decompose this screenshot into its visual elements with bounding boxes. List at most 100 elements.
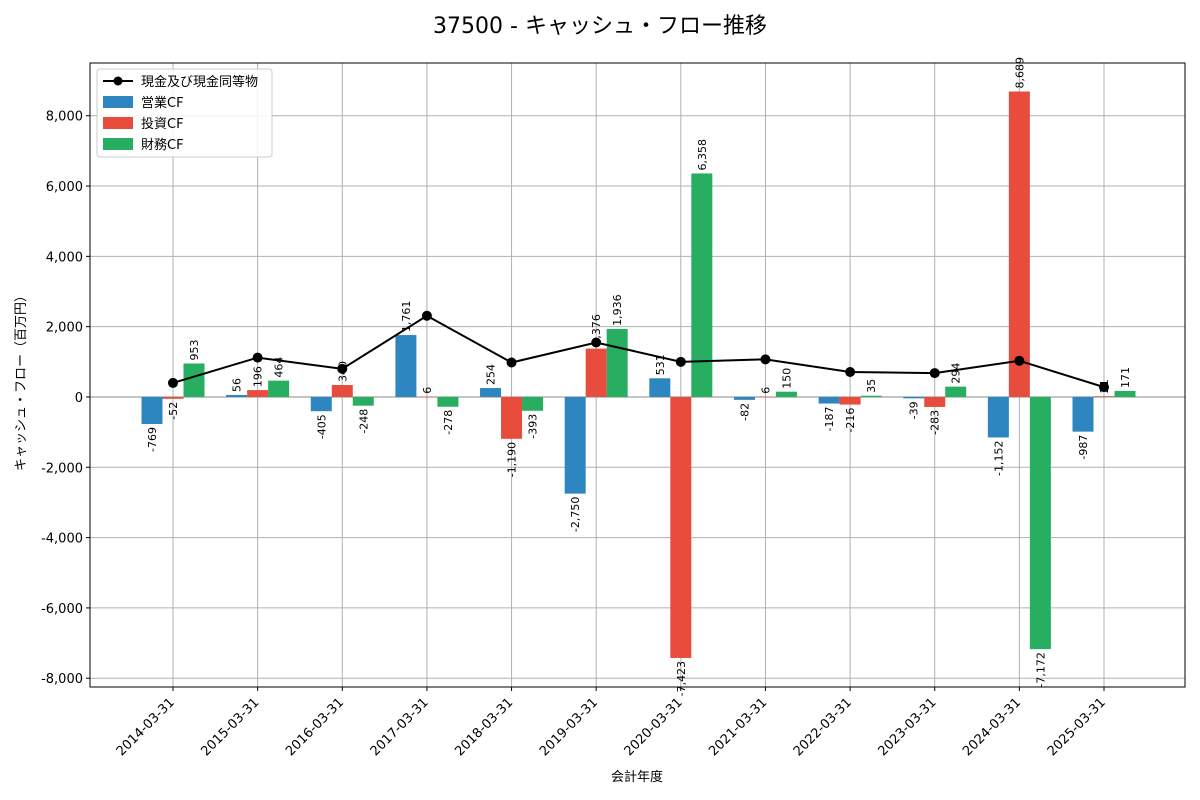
x-axis-label: 会計年度 xyxy=(611,769,663,785)
bar-財務CF xyxy=(1029,396,1051,650)
bar-営業CF xyxy=(480,388,502,397)
cash-point xyxy=(675,356,686,367)
bar-営業CF xyxy=(733,396,755,400)
y-tick-label: -6,000 xyxy=(41,602,83,617)
bar-投資CF xyxy=(416,396,438,398)
cash-point xyxy=(506,357,517,368)
bar-data-label: 1,936 xyxy=(611,294,624,326)
bar-財務CF xyxy=(860,395,882,397)
bar-data-label: 150 xyxy=(780,368,793,389)
bar-data-label: 6,358 xyxy=(696,139,709,171)
legend-label: 営業CF xyxy=(141,95,184,111)
bar-data-label: -7,423 xyxy=(675,661,688,696)
bar-財務CF xyxy=(268,380,290,397)
bar-data-label: -405 xyxy=(315,414,328,439)
bar-財務CF xyxy=(352,396,374,406)
bar-data-label: 6 xyxy=(759,387,772,394)
legend-swatch xyxy=(103,117,133,129)
bar-data-label: 294 xyxy=(950,363,963,384)
bar-営業CF xyxy=(310,396,332,412)
bar-data-label: -248 xyxy=(357,409,370,434)
legend-label: 投資CF xyxy=(141,116,184,132)
bar-財務CF xyxy=(183,363,205,397)
bar-営業CF xyxy=(226,395,248,397)
bar-data-label: -39 xyxy=(908,401,921,419)
bar-data-label: -987 xyxy=(1077,435,1090,460)
plot-frame xyxy=(89,62,1186,688)
bar-投資CF xyxy=(839,396,861,405)
y-tick-label: 4,000 xyxy=(46,250,83,265)
bar-財務CF xyxy=(775,391,797,397)
bar-data-label: 56 xyxy=(231,378,244,392)
cash-point xyxy=(1014,355,1025,366)
bar-data-label: 21 xyxy=(1098,379,1111,393)
y-tick-label: -2,000 xyxy=(41,461,83,476)
bar-営業CF xyxy=(903,396,925,399)
bar-data-label: -82 xyxy=(738,403,751,421)
bar-data-label: 953 xyxy=(188,339,201,360)
bar-投資CF xyxy=(331,385,353,397)
bar-data-label: 1,761 xyxy=(400,301,413,333)
bar-投資CF xyxy=(585,348,607,397)
bar-data-label: 8,689 xyxy=(1013,57,1026,89)
bar-投資CF xyxy=(1093,396,1115,397)
bar-data-label: 464 xyxy=(273,357,286,378)
cash-equivalents-line xyxy=(172,314,1105,389)
bar-data-label: 531 xyxy=(654,354,667,375)
cash-point xyxy=(252,352,263,363)
bar-営業CF xyxy=(1072,396,1094,432)
y-tick-label: 6,000 xyxy=(46,180,83,195)
bar-data-label: -278 xyxy=(442,410,455,435)
cash-point xyxy=(929,368,940,379)
cash-point xyxy=(337,363,348,374)
cash-line xyxy=(168,310,1109,393)
bar-財務CF xyxy=(691,173,713,397)
bar-data-label: 196 xyxy=(252,366,265,387)
bar-投資CF xyxy=(162,396,184,399)
chart-title: 37500 - キャッシュ・フロー推移 xyxy=(433,14,767,39)
bar-data-label: -187 xyxy=(823,407,836,432)
bar-営業CF xyxy=(987,396,1009,438)
data-labels: -769 56 -405 1,761 254 -2,750 531 -82 -187 -39 -1,… xyxy=(146,57,1132,696)
bar-data-label: 35 xyxy=(865,379,878,393)
bar-data-label: -2,750 xyxy=(569,497,582,532)
bar-data-label: -216 xyxy=(844,408,857,433)
bar-営業CF xyxy=(649,378,671,397)
bar-財務CF xyxy=(437,396,459,407)
y-tick-label: 2,000 xyxy=(46,321,83,336)
bar-data-label: 1,376 xyxy=(590,314,603,346)
cash-point xyxy=(168,377,178,388)
y-axis-label: キャッシュ・フロー（百万円） xyxy=(14,289,29,471)
cash-point xyxy=(760,354,771,365)
y-tick-label: -4,000 xyxy=(41,532,83,547)
bar-data-label: 171 xyxy=(1119,367,1132,388)
legend-label: 財務CF xyxy=(141,138,184,153)
bar-投資CF xyxy=(247,390,269,397)
bar-data-label: -769 xyxy=(146,427,159,452)
bar-財務CF xyxy=(606,328,628,397)
bar-data-label: 340 xyxy=(336,361,349,382)
bar-財務CF xyxy=(945,386,967,397)
cash-point xyxy=(845,367,856,378)
bar-data-label: -52 xyxy=(167,402,180,420)
cash-point xyxy=(421,310,432,321)
bar-投資CF xyxy=(670,396,692,658)
bar-財務CF xyxy=(522,396,544,411)
bar-営業CF xyxy=(564,396,586,494)
legend-label: 現金及び現金同等物 xyxy=(141,74,258,90)
bar-投資CF xyxy=(1008,91,1030,397)
legend-swatch-marker xyxy=(113,76,123,86)
bar-data-label: -7,172 xyxy=(1034,652,1047,687)
cash-point xyxy=(1099,382,1109,393)
bar-営業CF xyxy=(395,335,417,397)
legend-swatch xyxy=(103,138,133,150)
bar-data-label: 254 xyxy=(485,364,498,385)
y-tick-label: -8,000 xyxy=(41,672,83,687)
bar-data-label: 6 xyxy=(421,387,434,394)
bar-投資CF xyxy=(501,396,523,439)
bar-投資CF xyxy=(924,396,946,407)
bar-営業CF xyxy=(818,396,840,404)
